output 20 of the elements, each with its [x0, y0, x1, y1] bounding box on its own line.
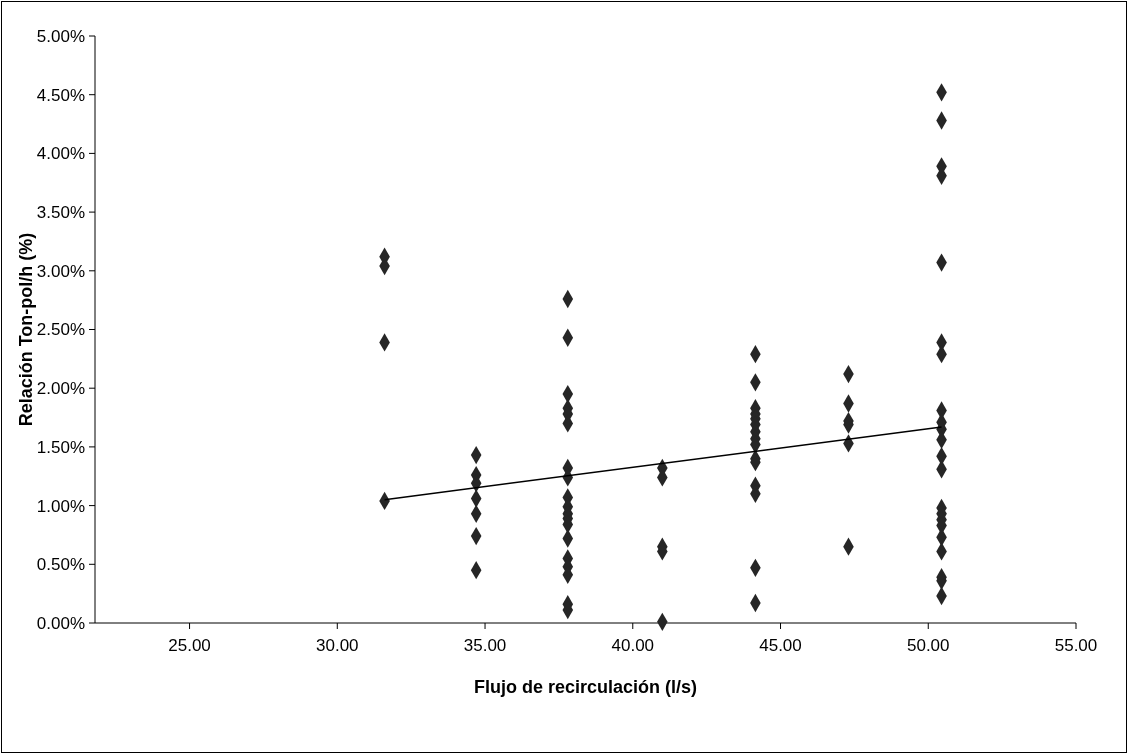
x-tick-label: 25.00 — [168, 636, 211, 655]
y-tick-label: 4.50% — [36, 85, 85, 105]
x-tick-label: 35.00 — [463, 636, 507, 655]
x-tick-label: 45.00 — [759, 636, 802, 655]
y-tick-label: 2.50% — [36, 320, 85, 340]
y-tick-label: 2.00% — [36, 379, 85, 399]
y-tick-label: 0.00% — [36, 613, 85, 633]
y-tick-label: 1.00% — [36, 496, 85, 516]
y-tick-label: 1.50% — [36, 437, 85, 457]
y-tick-label: 5.00% — [36, 26, 85, 46]
x-tick-label: 55.00 — [1054, 636, 1098, 655]
x-tick-label: 40.00 — [611, 636, 655, 655]
x-axis-title: Flujo de recirculación (l/s) — [473, 677, 698, 697]
y-tick-label: 3.00% — [36, 261, 85, 281]
y-tick-label: 3.50% — [36, 203, 85, 223]
x-tick-label: 50.00 — [906, 636, 950, 655]
x-tick-label: 30.00 — [316, 636, 359, 655]
y-axis-title: Relación Ton-pol/h (%) — [16, 232, 36, 427]
y-tick-label: 0.50% — [36, 555, 85, 575]
y-tick-label: 4.00% — [36, 144, 85, 164]
